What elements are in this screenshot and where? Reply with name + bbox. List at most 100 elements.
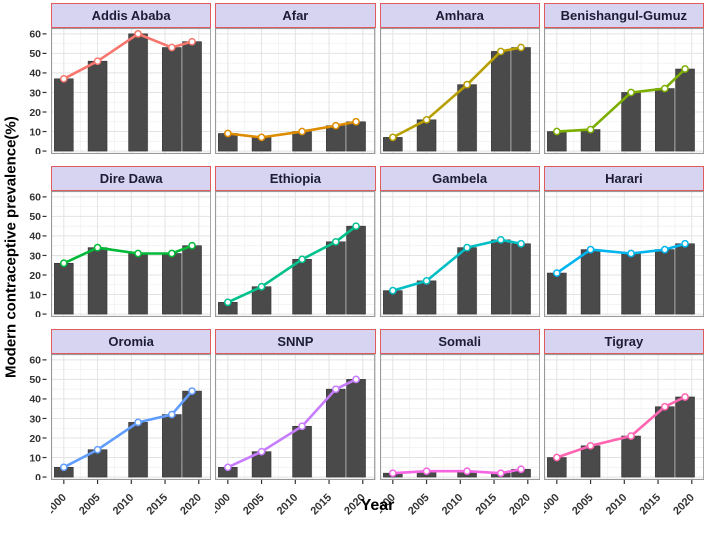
bar-2011 xyxy=(128,253,148,315)
data-point xyxy=(59,259,68,268)
bar-2019 xyxy=(346,121,367,152)
bar-2005 xyxy=(580,445,601,478)
y-tick-label: 40 xyxy=(29,68,41,80)
y-tick-label: 60 xyxy=(29,192,41,204)
data-point xyxy=(188,387,196,395)
y-tick-label: 0 xyxy=(35,146,41,154)
bar-2005 xyxy=(87,247,108,315)
data-point xyxy=(167,249,176,258)
facet-strip: Benishangul-Gumuz xyxy=(543,3,704,28)
facet-panel-tigray xyxy=(543,354,704,480)
y-axis-row-0: 0 10 20 30 40 50 60 xyxy=(21,3,47,154)
y-axis-ticks: 0 10 20 30 40 50 60 xyxy=(29,355,47,480)
data-point xyxy=(462,467,471,476)
facet-title: Oromia xyxy=(108,334,154,349)
facet-gambela: Gambela xyxy=(379,166,540,317)
facet-title: SNNP xyxy=(277,334,314,349)
panel-border xyxy=(379,354,540,480)
data-point xyxy=(224,298,232,307)
y-tick-label: 50 xyxy=(29,211,41,223)
data-point xyxy=(93,445,102,454)
data-point xyxy=(496,469,505,478)
bar-2000 xyxy=(546,272,567,315)
y-tick-label: 40 xyxy=(29,231,41,243)
y-tick-label: 10 xyxy=(29,289,41,301)
x-axis-ticks: 2000 2005 2010 2015 2020 xyxy=(51,480,204,517)
facet-strip: Somali xyxy=(379,329,540,354)
facet-panel-dire-dawa xyxy=(51,191,212,317)
data-point xyxy=(680,65,689,73)
facet-title: Amhara xyxy=(435,8,484,23)
data-point xyxy=(167,43,176,52)
facet-tigray: Tigray xyxy=(543,329,704,480)
axis-corner xyxy=(21,480,47,524)
y-tick-label: 60 xyxy=(29,355,41,367)
data-point xyxy=(224,129,232,138)
y-axis-row-1: 0 10 20 30 40 50 60 xyxy=(21,166,47,317)
bar-2016 xyxy=(326,388,346,478)
data-point xyxy=(224,463,232,472)
bar-2016 xyxy=(654,88,675,152)
bar-2019 xyxy=(675,396,695,478)
bar-2000 xyxy=(54,78,74,152)
y-axis-ticks: 0 10 20 30 40 50 60 xyxy=(29,29,47,154)
panel-border xyxy=(215,354,376,480)
panel-border xyxy=(543,28,704,154)
data-point xyxy=(660,402,669,411)
bar-2016 xyxy=(490,51,511,152)
data-point xyxy=(422,277,430,285)
x-axis-ticks: 2000 2005 2010 2015 2020 xyxy=(215,480,368,517)
panel-border xyxy=(51,354,212,480)
bar-2011 xyxy=(621,92,641,152)
data-point xyxy=(626,88,635,97)
y-tick-label: 30 xyxy=(29,413,41,425)
facet-grid: 0 10 20 30 40 50 60 Addis Ababa Afar Amhara Benish… xyxy=(21,3,704,524)
data-point xyxy=(332,121,340,130)
facet-amhara: Amhara xyxy=(379,3,540,154)
data-point xyxy=(516,43,525,52)
data-point xyxy=(134,30,142,38)
data-point xyxy=(298,255,307,264)
x-axis-ticks: 2000 2005 2010 2015 2020 xyxy=(380,480,532,517)
panel-border xyxy=(379,191,540,317)
data-point xyxy=(332,385,340,394)
y-axis-title: Modern contraceptive prevalence(%) xyxy=(2,116,20,378)
facet-panel-gambela xyxy=(379,191,540,317)
facet-panel-snnp xyxy=(215,354,376,480)
facet-strip: Addis Ababa xyxy=(51,3,212,28)
bar-2005 xyxy=(87,60,108,152)
panel-border xyxy=(215,28,376,154)
bar-2019 xyxy=(510,47,531,152)
data-point xyxy=(660,245,669,254)
data-point xyxy=(552,453,561,462)
facet-panel-afar xyxy=(215,28,376,154)
data-point xyxy=(680,239,689,248)
x-axis-col-2: 2000 2005 2010 2015 2020 xyxy=(380,480,540,524)
facet-panel-oromia xyxy=(51,354,212,480)
facet-strip: Dire Dawa xyxy=(51,166,212,191)
data-point xyxy=(586,441,595,450)
facet-benishangul-gumuz: Benishangul-Gumuz xyxy=(543,3,704,154)
facet-somali: Somali xyxy=(379,329,540,480)
bar-2019 xyxy=(346,379,367,478)
facet-title: Gambela xyxy=(432,171,488,186)
facet-strip: Afar xyxy=(215,3,376,28)
data-point xyxy=(257,282,266,291)
facet-strip: SNNP xyxy=(215,329,376,354)
bar-2011 xyxy=(128,33,148,152)
data-point xyxy=(516,465,525,474)
facet-panel-ethiopia xyxy=(215,191,376,317)
data-point xyxy=(462,243,471,252)
facet-strip: Ethiopia xyxy=(215,166,376,191)
data-point xyxy=(298,127,307,136)
bar-2019 xyxy=(182,41,202,152)
y-tick-label: 0 xyxy=(35,472,41,480)
data-point xyxy=(352,375,361,384)
y-tick-label: 20 xyxy=(29,270,41,282)
data-point xyxy=(257,447,266,456)
data-point xyxy=(332,237,340,246)
panel-border xyxy=(379,28,540,154)
bar-2016 xyxy=(162,253,182,315)
data-point xyxy=(462,80,471,89)
data-point xyxy=(298,422,307,431)
